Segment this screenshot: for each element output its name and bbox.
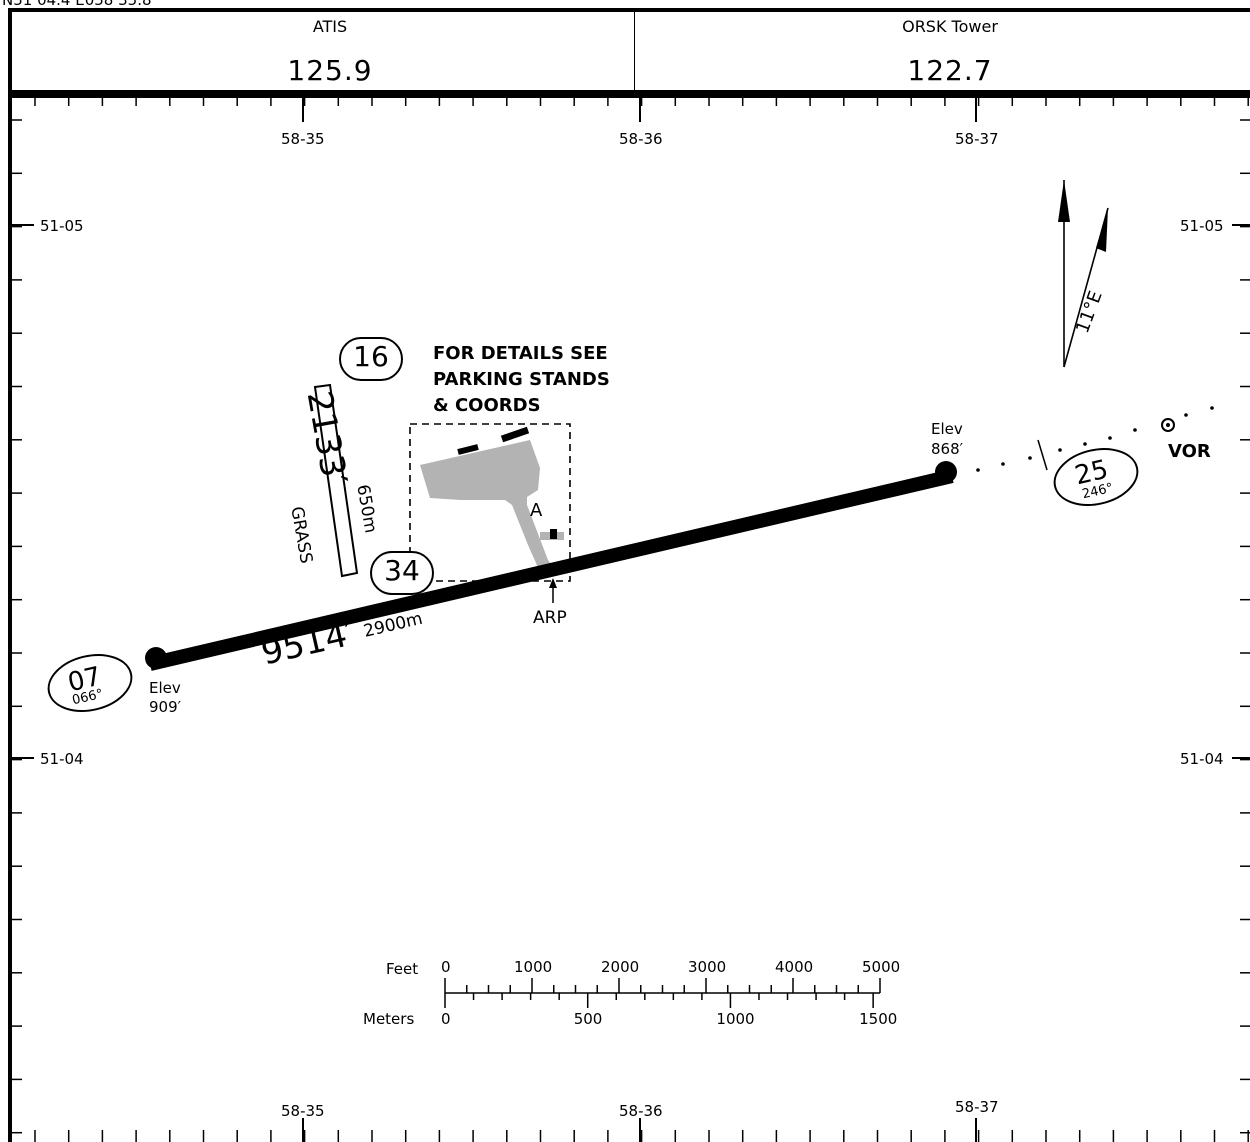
scale-feet-label: Feet [386,960,419,978]
grass-runway [313,383,359,578]
true-north-arrow-icon [1058,180,1070,222]
scale-feet-value: 4000 [775,958,814,976]
lat-label-right-1: 51-05 [1180,217,1224,235]
runway-end-25-dot [935,461,957,483]
scale-feet-value: 1000 [514,958,553,976]
scale-meter-value: 0 [441,1010,451,1028]
rwy16-number: 16 [353,340,389,373]
apron-area [420,440,556,572]
scale-feet-value: 5000 [862,958,901,976]
rwy34-bubble [370,551,434,595]
frequency-header [8,8,1250,94]
stand-marker-1 [457,444,479,455]
atis-frequency: 125.9 [287,54,373,87]
vor-center-icon [1166,423,1170,427]
lon-label-bottom-3: 58-37 [955,1098,999,1116]
lon-label-top-2: 58-36 [619,130,663,148]
lat-label-left-1: 51-05 [40,217,84,235]
atis-label: ATIS [312,17,348,36]
scale-meter-value: 500 [573,1010,603,1028]
rwy25-bubble [1053,448,1139,506]
vor-label: VOR [1168,441,1211,462]
lon-label-top-1: 58-35 [281,130,325,148]
approach-bar [1037,439,1048,471]
frequency-divider [634,10,635,94]
details-note-line1: FOR DETAILS SEE [433,343,608,364]
main-runway [148,469,954,671]
taxiway-a-marker [550,529,557,539]
top-tick-marks [34,96,1249,122]
vor-icon [1161,418,1175,432]
scale-feet-value: 2000 [601,958,640,976]
runway-end-07-dot [145,647,167,669]
approach-light-dots [976,406,1214,472]
magnetic-north-arrow-icon [1096,208,1108,252]
lon-label-top-3: 58-37 [955,130,999,148]
scale-meter-value: 1500 [859,1010,898,1028]
rwy16-bubble [339,337,403,381]
tower-frequency: 122.7 [907,54,993,87]
tower-label: ORSK Tower [902,17,998,36]
details-note-line3: & COORDS [433,395,541,416]
lat-label-right-2: 51-04 [1180,750,1224,768]
taxiway-a-label: A [530,500,543,521]
elev-25-value: 868′ [931,440,964,458]
side-tick-marks [10,119,1250,1134]
bottom-tick-marks [34,1118,1249,1142]
rwy34-number: 34 [384,554,420,587]
elev-07-value: 909′ [149,698,182,716]
scale-feet-value: 3000 [688,958,727,976]
stand-marker-2 [500,426,530,443]
reference-coords: N51 04.4 E058 35.8 [2,0,152,9]
scale-ticks [444,978,881,1008]
elev-25-label: Elev [931,420,963,438]
arp-label: ARP [533,608,567,628]
rwy07-bubble [47,654,133,712]
arp-arrowhead-icon [549,578,557,588]
lon-label-bottom-2: 58-36 [619,1102,663,1120]
scale-feet-value: 0 [441,958,451,976]
scale-meter-value: 1000 [716,1010,755,1028]
elev-07-label: Elev [149,679,181,697]
lat-label-left-2: 51-04 [40,750,84,768]
details-note-line2: PARKING STANDS [433,369,610,390]
lon-label-bottom-1: 58-35 [281,1102,325,1120]
scale-meters-label: Meters [363,1010,415,1028]
